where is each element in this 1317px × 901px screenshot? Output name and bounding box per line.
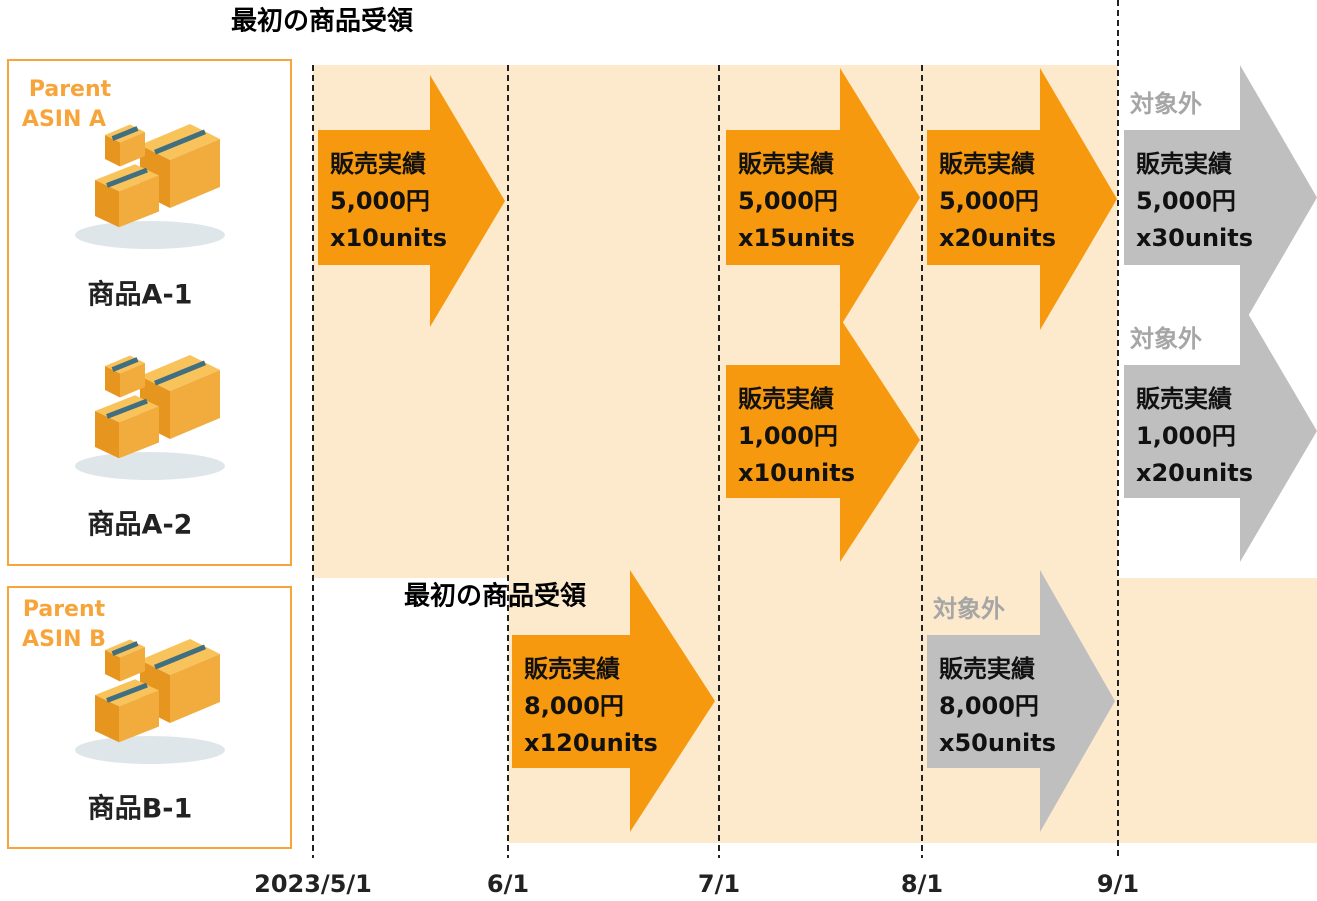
sales-units: x30units (1136, 224, 1253, 252)
sales-units: x20units (939, 224, 1056, 252)
diagram: 最初の商品受領 最初の商品受領 2023/5/1 6/1 7/1 8/1 9/1 Pare… (0, 0, 1317, 901)
sales-units: x50units (939, 729, 1056, 757)
sales-units: x120units (524, 729, 658, 757)
sales-label: 販売実績 (738, 385, 834, 413)
receipt-label: 最初の商品受領 (404, 581, 586, 612)
date-label: 9/1 (1097, 870, 1139, 898)
receipt-label: 最初の商品受領 (231, 6, 413, 37)
sales-label: 販売実績 (330, 150, 426, 178)
sales-amount: 1,000円 (738, 422, 838, 450)
sales-units: x10units (738, 459, 855, 487)
sales-label: 販売実績 (939, 655, 1035, 683)
asin-label: ASIN B (22, 627, 106, 652)
sales-label: 販売実績 (1136, 385, 1232, 413)
sales-label: 販売実績 (738, 150, 834, 178)
status-label: 対象外 (1130, 90, 1202, 118)
sales-amount: 5,000円 (1136, 187, 1236, 215)
sales-amount: 5,000円 (939, 187, 1039, 215)
sales-label: 販売実績 (1136, 150, 1232, 178)
sales-units: x20units (1136, 459, 1253, 487)
date-label: 2023/5/1 (254, 870, 372, 898)
parent-label: Parent (23, 597, 106, 622)
box-shadow (75, 221, 225, 249)
sales-units: x15units (738, 224, 855, 252)
date-label: 6/1 (487, 870, 529, 898)
date-label: 7/1 (698, 870, 740, 898)
status-label: 対象外 (1130, 325, 1202, 353)
group-box-a (8, 60, 291, 565)
sales-amount: 8,000円 (939, 692, 1039, 720)
product-label: 商品B-1 (88, 794, 193, 825)
date-label: 8/1 (901, 870, 943, 898)
sales-amount: 1,000円 (1136, 422, 1236, 450)
sales-units: x10units (330, 224, 447, 252)
box-shadow (75, 452, 225, 480)
sales-label: 販売実績 (524, 655, 620, 683)
asin-label: ASIN A (22, 107, 106, 132)
sales-amount: 8,000円 (524, 692, 624, 720)
sales-label: 販売実績 (939, 150, 1035, 178)
sales-amount: 5,000円 (738, 187, 838, 215)
product-label: 商品A-2 (88, 510, 193, 541)
page: {"receipts": ["最初の商品受領", "最初の商品受領"], "gr… (0, 0, 1317, 901)
sales-amount: 5,000円 (330, 187, 430, 215)
parent-label: Parent (29, 77, 112, 102)
box-shadow (75, 736, 225, 764)
product-label: 商品A-1 (88, 280, 193, 311)
status-label: 対象外 (933, 595, 1005, 623)
